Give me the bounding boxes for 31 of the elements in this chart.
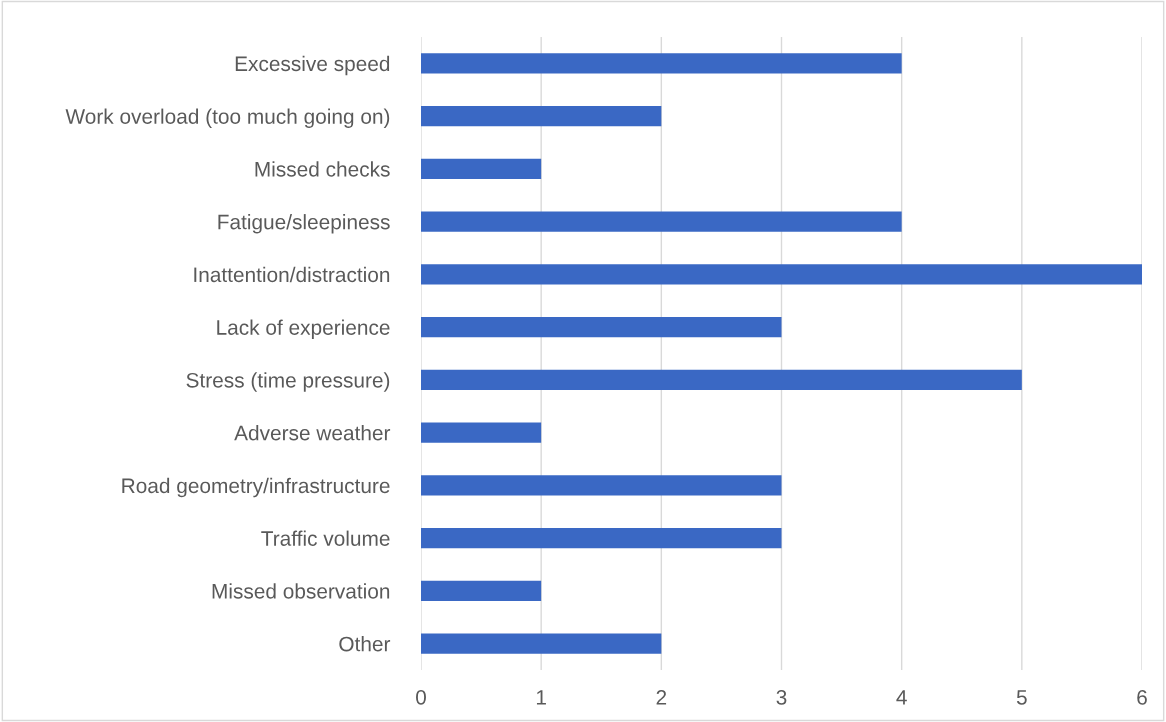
bar xyxy=(421,528,782,549)
y-tick-label: Adverse weather xyxy=(234,425,391,441)
bar xyxy=(421,158,542,179)
y-tick-label: Missed observation xyxy=(212,583,390,599)
x-tick-label: 2 xyxy=(656,689,667,705)
y-tick-label: Lack of experience xyxy=(217,319,390,339)
y-tick-label: Stress (time pressure) xyxy=(186,372,390,392)
bar xyxy=(421,580,542,601)
x-tick-label: 3 xyxy=(776,689,787,705)
bar xyxy=(421,369,1022,390)
x-tick-label: 5 xyxy=(1016,690,1027,705)
x-tick-label: 4 xyxy=(896,690,907,705)
y-tick-label: Fatigue/sleepiness xyxy=(218,214,390,234)
bar xyxy=(421,264,1142,285)
y-tick-label: Road geometry/infrastructure xyxy=(122,477,390,498)
bar xyxy=(421,106,662,127)
bar xyxy=(421,53,902,74)
y-tick-label: Other xyxy=(339,636,391,652)
bar xyxy=(421,633,662,654)
bar xyxy=(421,317,782,338)
x-tick-label: 1 xyxy=(536,690,546,705)
y-tick-label: Excessive speed xyxy=(235,55,390,76)
bar xyxy=(421,422,542,443)
y-tick-label: Inattention/distraction xyxy=(194,266,390,283)
x-tick-label: 6 xyxy=(1137,689,1147,705)
x-tick-label: 0 xyxy=(416,689,426,705)
y-tick-label: Work overload (too much going on) xyxy=(65,108,390,128)
y-tick-label: Missed checks xyxy=(255,161,390,177)
bar xyxy=(421,475,782,496)
bar xyxy=(421,211,902,232)
y-tick-label: Traffic volume xyxy=(261,530,390,546)
